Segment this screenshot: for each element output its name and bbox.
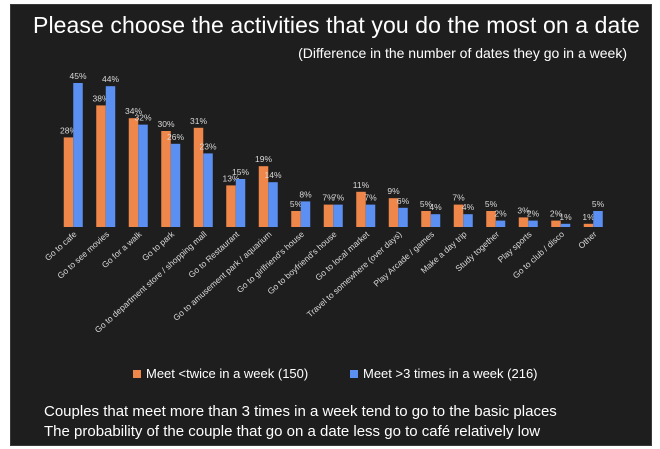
legend-swatch-series-b	[350, 369, 358, 378]
bar-series-a	[421, 211, 431, 227]
data-label: 26%	[167, 132, 184, 142]
data-label: 45%	[69, 71, 86, 81]
bar-series-b	[593, 211, 603, 227]
chart-title: Please choose the activities that you do…	[33, 12, 640, 38]
bar-series-a	[161, 131, 171, 227]
data-label: 15%	[232, 167, 249, 177]
bar-series-a	[258, 166, 269, 227]
bar-series-a	[193, 127, 204, 227]
bar-series-a	[583, 223, 594, 227]
data-label: 44%	[102, 74, 119, 84]
data-label: 38%	[92, 93, 109, 103]
bar-series-b	[138, 124, 148, 227]
category-label: Other	[576, 229, 599, 251]
bar-series-b	[528, 220, 538, 227]
bar-series-b	[268, 182, 278, 227]
data-label: 23%	[199, 141, 216, 151]
data-label: 30%	[157, 119, 174, 129]
data-label: 6%	[397, 196, 410, 206]
bar-series-b	[463, 214, 473, 227]
bar-series-a	[356, 191, 366, 227]
bar-series-a	[291, 211, 301, 227]
data-label: 7%	[332, 193, 345, 203]
data-label: 5%	[290, 199, 303, 209]
category-label: Play Arcade / games	[371, 229, 436, 289]
bar-series-a	[551, 220, 561, 227]
data-label: 11%	[353, 180, 370, 190]
chart-subtitle: (Difference in the number of dates they …	[298, 45, 627, 61]
footnote-line-2: The probability of the couple that go on…	[44, 423, 541, 440]
data-label: 7%	[322, 193, 335, 203]
bar-series-b	[105, 86, 116, 227]
legend-item-series-b: Meet >3 times in a week (216)	[350, 366, 538, 381]
bar-series-a	[323, 204, 334, 227]
data-label: 28%	[60, 125, 77, 135]
data-label: 34%	[125, 106, 142, 116]
bar-series-a	[518, 217, 529, 227]
data-label: 9%	[387, 186, 400, 196]
bar-series-b	[203, 153, 213, 227]
bar-series-a	[128, 118, 139, 227]
bar-series-b	[235, 179, 246, 227]
slide: Please choose the activities that you do…	[10, 4, 652, 446]
bar-series-a	[96, 105, 106, 227]
data-label: 4%	[429, 202, 442, 212]
data-label: 4%	[462, 202, 475, 212]
footnote-line-1: Couples that meet more than 3 times in a…	[44, 403, 557, 420]
bar-series-b	[365, 204, 376, 227]
bar-series-a	[453, 204, 464, 227]
bar-series-b	[73, 83, 83, 227]
data-label: 5%	[485, 199, 498, 209]
data-label: 1%	[559, 212, 572, 222]
data-label: 14%	[264, 170, 281, 180]
bar-series-b	[560, 223, 571, 227]
legend-label-series-a: Meet <twice in a week (150)	[146, 366, 309, 381]
legend-swatch-series-a	[133, 369, 141, 378]
bar-series-a	[486, 211, 496, 227]
bar-series-b	[170, 143, 181, 227]
data-label: 2%	[550, 209, 563, 219]
data-label: 8%	[299, 189, 312, 199]
data-label: 19%	[255, 154, 272, 164]
bar-series-b	[398, 207, 408, 227]
data-label: 1%	[582, 212, 595, 222]
bar-series-b	[300, 201, 311, 227]
bar-series-b	[430, 214, 441, 227]
bar-series-a	[226, 185, 236, 227]
bar-series-a	[388, 198, 399, 227]
data-label: 2%	[527, 209, 540, 219]
bar-series-b	[333, 204, 343, 227]
data-label: 13%	[222, 173, 239, 183]
data-label: 7%	[364, 193, 377, 203]
data-label: 3%	[517, 205, 530, 215]
data-label: 5%	[592, 199, 605, 209]
data-label: 31%	[190, 116, 207, 126]
legend-label-series-b: Meet >3 times in a week (216)	[363, 366, 538, 381]
bar-series-b	[495, 220, 506, 227]
data-label: 32%	[134, 113, 151, 123]
bar-series-a	[63, 137, 74, 227]
data-label: 7%	[452, 193, 465, 203]
legend-item-series-a: Meet <twice in a week (150)	[133, 366, 308, 381]
data-label: 2%	[494, 209, 507, 219]
data-label: 5%	[420, 199, 433, 209]
